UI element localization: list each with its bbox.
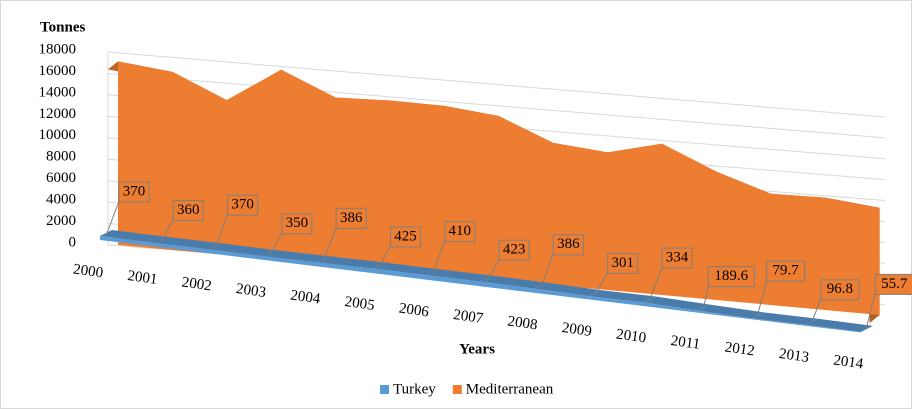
area-top: [697, 304, 764, 319]
area-top: [262, 250, 330, 263]
area-top: [643, 296, 710, 311]
data-label: 386: [340, 210, 363, 226]
leader-line: [159, 219, 174, 243]
data-label-box: [607, 252, 639, 274]
area-top: [371, 262, 438, 276]
data-label: 301: [611, 255, 634, 271]
x-tick-label: 2014: [832, 352, 864, 372]
leader-line: [757, 280, 768, 316]
x-axis-title: Years: [459, 341, 495, 357]
x-tick-label: 2013: [778, 346, 810, 366]
area-top: [805, 318, 873, 332]
data-label: 55.7: [881, 276, 908, 292]
area-top: [588, 290, 655, 303]
y-tick-label: 12000: [39, 106, 77, 122]
data-label-box: [820, 279, 860, 301]
y-tick-label: 2000: [46, 213, 76, 229]
legend-swatch: [380, 385, 389, 394]
data-label: 350: [286, 215, 309, 231]
area-top: [480, 275, 547, 289]
leader-line: [594, 272, 609, 296]
x-tick-label: 2010: [615, 326, 647, 346]
data-label-box: [552, 234, 584, 256]
area: [100, 236, 861, 333]
data-label: 334: [666, 249, 689, 265]
leader-line: [702, 285, 709, 309]
data-label-box: [766, 260, 806, 282]
y-tick-label: 0: [69, 234, 77, 250]
leader-line: [485, 258, 500, 283]
x-tick-label: 2012: [724, 339, 756, 359]
leader-line: [322, 227, 337, 263]
leader-line: [105, 200, 120, 237]
data-label: 370: [231, 197, 254, 213]
data-label-box: [281, 213, 313, 235]
legend: Turkey Mediterranean: [380, 381, 554, 397]
data-label-box: [335, 207, 367, 229]
legend-label: Turkey: [393, 381, 436, 397]
y-tick-label: 14000: [39, 84, 77, 100]
leader-line: [648, 266, 663, 303]
data-label: 370: [123, 183, 146, 199]
data-label: 79.7: [772, 263, 799, 279]
y-tick-label: 16000: [39, 63, 77, 79]
leader-line: [268, 232, 283, 257]
x-tick-label: 2004: [289, 287, 321, 307]
leader-line: [811, 298, 822, 322]
y-tick-label: 18000: [39, 41, 77, 57]
y-tick-label: 6000: [46, 170, 76, 186]
data-label-box: [390, 226, 421, 248]
x-tick-label: 2011: [670, 333, 701, 353]
y-axis-title: Tonnes: [40, 19, 85, 35]
legend-swatch: [452, 385, 462, 394]
data-label: 386: [557, 236, 580, 252]
data-label-box: [707, 266, 755, 288]
grid-line: [107, 51, 886, 118]
area-top: [534, 282, 601, 297]
leader-line: [865, 293, 876, 329]
data-label-box: [874, 273, 912, 295]
data-label-box: [227, 194, 259, 216]
x-tick-label: 2005: [344, 294, 376, 314]
data-label: 425: [394, 228, 417, 244]
x-tick-label: 2001: [126, 268, 158, 288]
y-tick-label: 10000: [39, 127, 77, 143]
data-label: 96.8: [827, 281, 853, 297]
data-label-box: [444, 221, 476, 243]
data-label-box: [118, 181, 150, 203]
leader-line: [431, 240, 446, 276]
data-label: 189.6: [714, 268, 748, 284]
area-side: [860, 325, 873, 333]
data-label: 423: [503, 242, 526, 258]
area-top: [208, 243, 275, 257]
y-tick-label: 8000: [46, 149, 76, 165]
data-label: 360: [177, 202, 200, 218]
x-tick-label: 2007: [452, 307, 484, 327]
x-tick-label: 2006: [398, 300, 430, 320]
leader-line: [377, 245, 391, 270]
data-label-box: [172, 200, 204, 222]
x-tick-label: 2008: [507, 313, 539, 333]
grid-line: [107, 72, 886, 139]
data-label-box: [661, 247, 693, 269]
data-label-box: [498, 239, 530, 261]
area-top: [100, 230, 167, 243]
area-top: [425, 269, 493, 282]
y-tick-label: 4000: [46, 192, 76, 208]
legend-label: Mediterranean: [466, 381, 554, 397]
area-top: [751, 312, 818, 325]
area-top: [317, 256, 384, 269]
data-label: 410: [449, 223, 472, 239]
leader-line: [539, 253, 554, 289]
x-tick-label: 2000: [72, 261, 104, 281]
area-top: [154, 236, 221, 250]
leader-line: [214, 214, 229, 250]
x-tick-label: 2003: [235, 281, 267, 301]
x-tick-label: 2009: [561, 320, 593, 340]
x-tick-label: 2002: [181, 274, 213, 294]
